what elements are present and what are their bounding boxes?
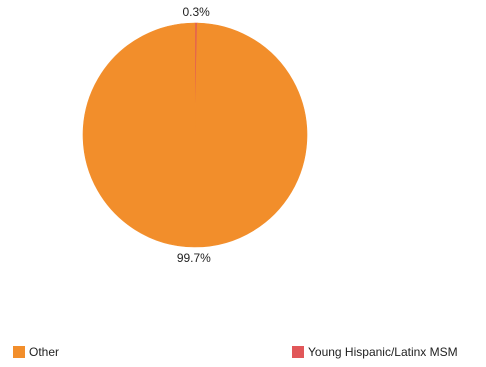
pie-chart-svg: 0.3% 99.7% <box>82 5 308 265</box>
pie-label-young-hispanic-latinx-msm: 0.3% <box>182 5 210 19</box>
legend-item-young-hispanic-latinx-msm: Young Hispanic/Latinx MSM <box>292 345 458 359</box>
pie-slice-other <box>82 22 308 248</box>
legend-swatch-young-hispanic-latinx-msm <box>292 346 304 358</box>
legend-swatch-other <box>13 346 25 358</box>
pie-label-other: 99.7% <box>177 251 211 265</box>
legend-item-other: Other <box>13 345 59 359</box>
legend-label-young-hispanic-latinx-msm: Young Hispanic/Latinx MSM <box>308 345 458 359</box>
chart-legend: Other Young Hispanic/Latinx MSM <box>0 345 486 363</box>
legend-label-other: Other <box>29 345 60 359</box>
